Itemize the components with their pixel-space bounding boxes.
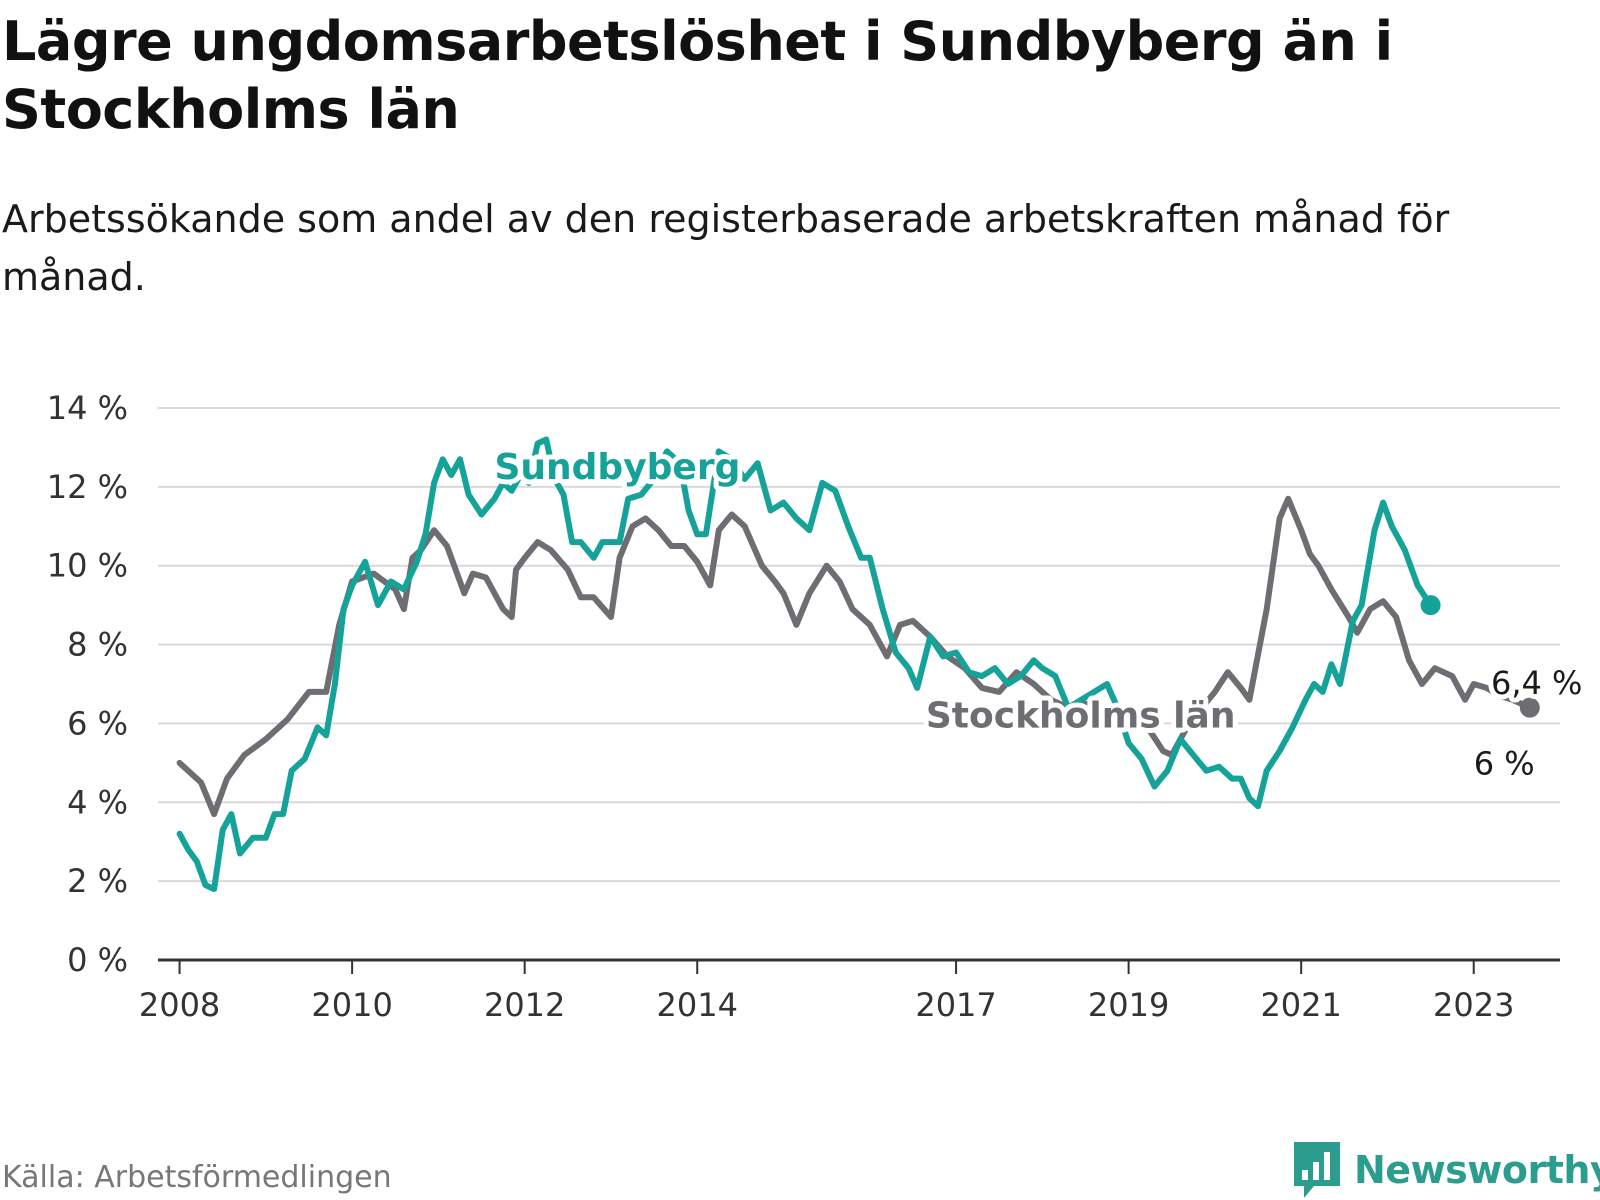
x-tick-label: 2010 [311, 986, 392, 1024]
series-lines [176, 436, 1540, 892]
stockholms-lan-line [176, 495, 1533, 818]
x-tick-label: 2014 [657, 986, 738, 1024]
x-tick-label: 2008 [139, 986, 220, 1024]
x-tick-label: 2019 [1088, 986, 1169, 1024]
stockholms-lan-label: Stockholms län [926, 695, 1236, 736]
y-tick-label: 6 % [67, 704, 128, 742]
x-tick-label: 2012 [484, 986, 565, 1024]
newsworthy-icon [1294, 1142, 1340, 1198]
stockholms-lan-end-value: 6,4 % [1491, 664, 1582, 702]
sundbyberg-end-value: 6 % [1474, 745, 1535, 783]
x-axis: 2008 2010 2012 2014 2017 2019 2021 2023 [139, 958, 1560, 1024]
y-tick-label: 4 % [67, 783, 128, 821]
y-tick-label: 12 % [47, 468, 128, 506]
x-tick-label: 2017 [915, 986, 996, 1024]
brand-name: Newsworthy [1354, 1148, 1600, 1192]
chart-subtitle: Arbetssökande som andel av den registerb… [2, 197, 1450, 299]
x-tick-label: 2023 [1433, 986, 1514, 1024]
chart-title: Lägre ungdomsarbetslöshet i Sundbyberg ä… [2, 10, 1393, 141]
y-tick-label: 0 % [67, 941, 128, 979]
series-labels: Sundbyberg Stockholms län 6,4 % 6 % [489, 442, 1587, 788]
y-tick-label: 8 % [67, 626, 128, 664]
sundbyberg-label: Sundbyberg [494, 447, 740, 488]
sundbyberg-end-dot [1420, 595, 1441, 616]
brand-logo: Newsworthy [1292, 1140, 1600, 1200]
source-note: Källa: Arbetsförmedlingen [2, 1160, 392, 1195]
gridlines [158, 407, 1560, 883]
y-axis-ticks: 0 % 2 % 4 % 6 % 8 % 10 % 12 % 14 % [47, 389, 128, 979]
y-tick-label: 14 % [47, 389, 128, 427]
stockholms-lan-end-dot [1519, 697, 1540, 718]
y-tick-label: 10 % [47, 547, 128, 585]
sundbyberg-line [176, 436, 1434, 892]
x-tick-label: 2021 [1260, 986, 1341, 1024]
y-tick-label: 2 % [67, 862, 128, 900]
